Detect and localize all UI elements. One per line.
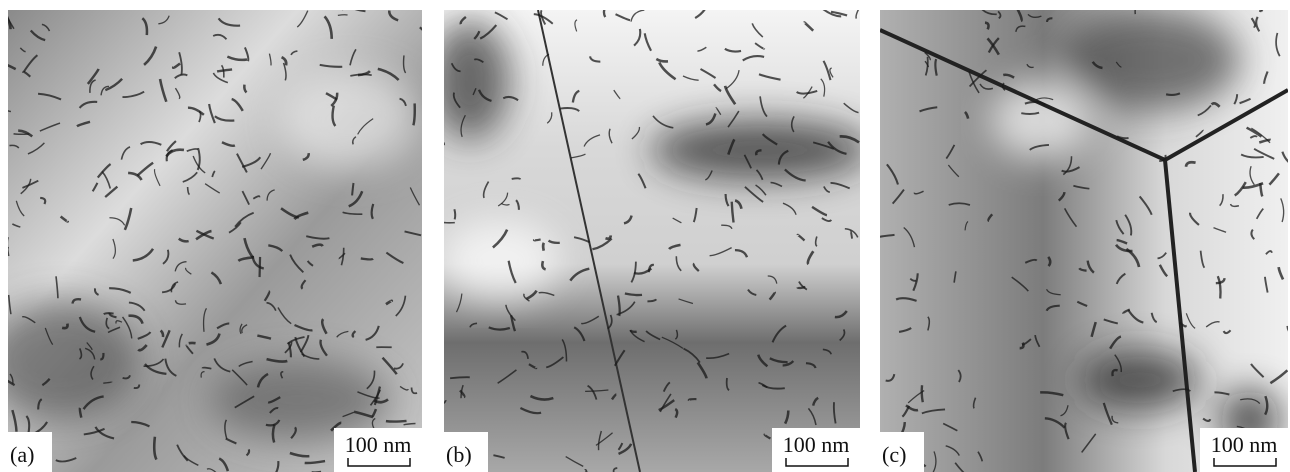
dislocation — [386, 421, 407, 422]
panel-label: (b) — [446, 442, 472, 467]
dislocation — [1262, 0, 1271, 11]
dislocation — [361, 258, 373, 259]
dislocation — [14, 134, 30, 135]
micrograph-b — [430, 0, 870, 472]
dislocation — [543, 243, 544, 251]
micrograph-a — [0, 0, 429, 472]
page: (a)100 nm(b)100 nm(c)100 nm (() => { con… — [0, 0, 1290, 472]
dislocation — [104, 313, 114, 314]
scale-label: 100 nm — [783, 432, 850, 457]
dislocation — [413, 103, 414, 125]
panel-label: (a) — [10, 442, 34, 467]
dislocation — [454, 209, 455, 219]
dislocation — [6, 435, 9, 444]
dislocation — [338, 15, 348, 16]
scale-label: 100 nm — [345, 432, 412, 457]
dislocation — [341, 0, 343, 10]
dislocation — [450, 377, 470, 378]
panel-label: (c) — [882, 442, 906, 467]
dislocation — [1135, 5, 1136, 14]
figure: (a) 100 nm (b) 100 nm (c) 100 nm — [0, 0, 1290, 472]
dislocation — [922, 385, 923, 402]
dislocation — [437, 144, 445, 147]
scale-label: 100 nm — [1211, 432, 1278, 457]
dislocation — [512, 178, 521, 179]
dislocation — [935, 59, 936, 76]
micrograph-c — [879, 0, 1290, 472]
dislocation — [0, 248, 9, 249]
